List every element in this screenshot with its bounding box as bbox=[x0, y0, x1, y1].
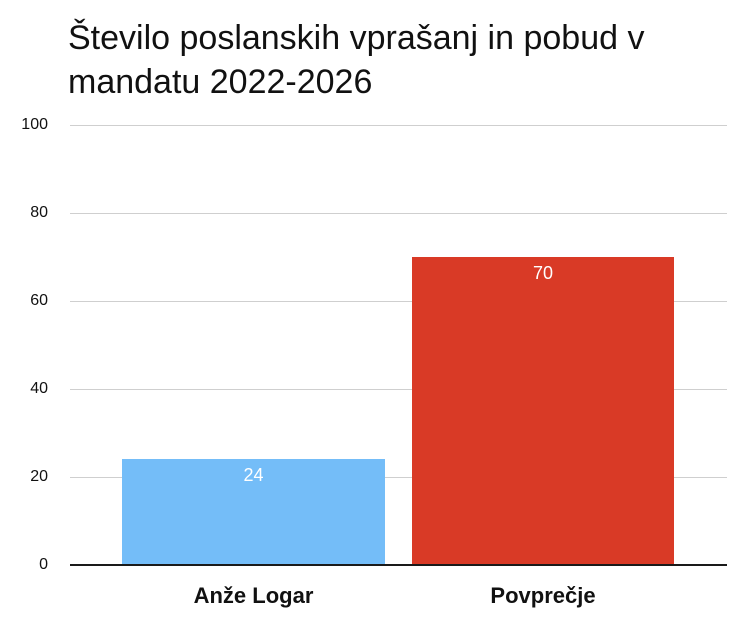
x-axis-line bbox=[70, 564, 727, 566]
gridline-20 bbox=[70, 477, 727, 478]
y-tick-100: 100 bbox=[21, 116, 48, 133]
bar-value-label: 70 bbox=[532, 263, 554, 283]
y-tick-60: 60 bbox=[30, 292, 48, 309]
x-label-anze-logar: Anže Logar bbox=[193, 583, 314, 608]
y-tick-0: 0 bbox=[39, 556, 48, 573]
bar-povprecje: 70 bbox=[412, 257, 674, 565]
x-label-povprecje: Povprečje bbox=[490, 583, 596, 608]
bar-value-label: 24 bbox=[243, 465, 264, 486]
gridline-40 bbox=[70, 389, 727, 390]
gridline-100 bbox=[70, 125, 727, 126]
gridline-80 bbox=[70, 213, 727, 214]
bar-anze-logar: 24 bbox=[122, 459, 385, 565]
y-tick-40: 40 bbox=[30, 380, 48, 397]
gridline-60 bbox=[70, 301, 727, 302]
y-tick-80: 80 bbox=[30, 204, 48, 221]
chart-title: Število poslanskih vprašanj in pobud v m… bbox=[68, 19, 645, 101]
y-tick-20: 20 bbox=[30, 468, 48, 485]
